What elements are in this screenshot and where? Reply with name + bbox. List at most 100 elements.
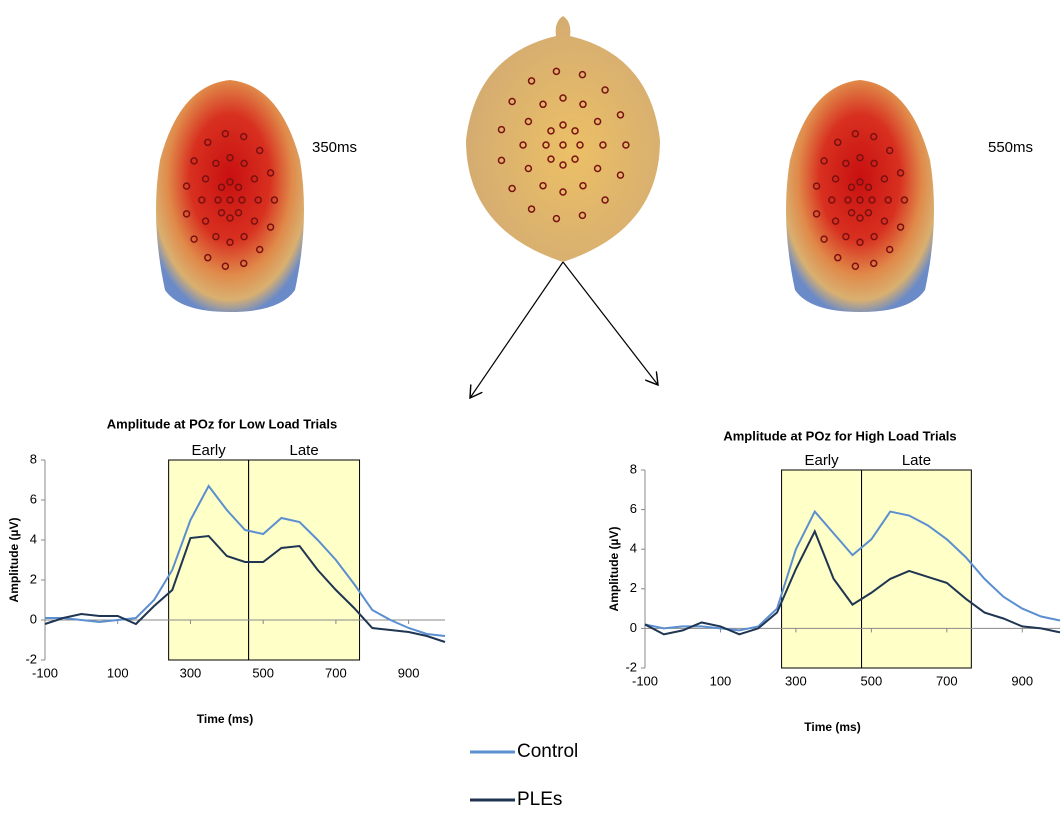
electrode bbox=[831, 175, 840, 183]
electrode bbox=[182, 210, 191, 218]
electrode bbox=[593, 117, 602, 126]
y-tick-label: 0 bbox=[630, 620, 637, 635]
electrode bbox=[820, 235, 828, 243]
electrode bbox=[212, 232, 220, 241]
electrode bbox=[856, 178, 864, 186]
electrode bbox=[250, 175, 259, 183]
electrode bbox=[217, 183, 226, 192]
electrode bbox=[870, 232, 878, 241]
electrode bbox=[214, 196, 222, 204]
electrode bbox=[869, 259, 878, 268]
electrode bbox=[869, 132, 878, 141]
electrode bbox=[820, 157, 828, 165]
electrode bbox=[559, 161, 567, 169]
electrode bbox=[266, 223, 275, 231]
electrode bbox=[254, 196, 262, 204]
arrow bbox=[562, 261, 658, 385]
electrode bbox=[552, 214, 561, 223]
x-tick-label: 700 bbox=[325, 665, 347, 680]
electrode bbox=[559, 121, 567, 129]
electrode bbox=[828, 196, 836, 204]
y-tick-label: 4 bbox=[30, 531, 37, 546]
electrode bbox=[864, 208, 873, 217]
electrode bbox=[578, 70, 587, 79]
x-tick-label: 100 bbox=[710, 673, 732, 688]
x-tick-label: 100 bbox=[107, 665, 129, 680]
electrode bbox=[870, 159, 878, 168]
x-tick-label: -100 bbox=[632, 673, 658, 688]
electrode bbox=[856, 238, 864, 247]
electrode bbox=[204, 253, 212, 262]
electrode bbox=[812, 210, 821, 218]
electrode bbox=[851, 130, 860, 138]
electrode bbox=[239, 132, 248, 141]
electrode bbox=[539, 181, 547, 190]
electrode bbox=[578, 211, 587, 220]
electrode bbox=[856, 153, 864, 162]
y-axis-title: Amplitude (µV) bbox=[607, 527, 621, 612]
region-label: Early bbox=[804, 452, 839, 469]
x-tick-label: 900 bbox=[398, 665, 420, 680]
electrode bbox=[842, 159, 850, 168]
electrode bbox=[524, 164, 533, 173]
electrode bbox=[226, 196, 234, 204]
electrode bbox=[856, 196, 864, 204]
y-axis-title: Amplitude (µV) bbox=[7, 518, 21, 603]
electrode bbox=[519, 141, 527, 149]
series-line bbox=[45, 484, 446, 637]
y-tick-label: -2 bbox=[25, 651, 37, 666]
electrode bbox=[226, 178, 234, 186]
electrode bbox=[851, 262, 860, 270]
electrode bbox=[524, 117, 533, 126]
region bbox=[861, 469, 972, 669]
y-tick-label: 2 bbox=[30, 571, 37, 586]
series-line bbox=[644, 509, 1061, 632]
topomap-label: 350ms bbox=[312, 139, 357, 156]
y-tick-label: 8 bbox=[30, 451, 37, 466]
electrode bbox=[255, 245, 264, 254]
legend-label: Control bbox=[517, 741, 578, 762]
chart-title: Amplitude at POz for Low Load Trials bbox=[107, 416, 337, 431]
electrode bbox=[896, 223, 905, 231]
legend-label: PLEs bbox=[517, 789, 562, 810]
electrode bbox=[885, 245, 894, 254]
electrode bbox=[559, 188, 567, 196]
electrode bbox=[240, 232, 248, 241]
electrode bbox=[842, 232, 850, 241]
y-tick-label: -2 bbox=[625, 659, 637, 674]
electrode bbox=[508, 97, 516, 106]
x-axis-title: Time (ms) bbox=[804, 720, 860, 734]
electrodes bbox=[182, 67, 909, 270]
electrode bbox=[234, 208, 243, 217]
electrode bbox=[571, 127, 579, 135]
region-label: Late bbox=[289, 442, 318, 459]
series-line bbox=[44, 534, 446, 643]
electrode bbox=[217, 208, 226, 217]
x-tick-label: 900 bbox=[1011, 673, 1033, 688]
region-label: Late bbox=[902, 452, 931, 469]
y-tick-label: 2 bbox=[630, 580, 637, 595]
region bbox=[781, 469, 863, 669]
electrode bbox=[834, 138, 842, 147]
electrode bbox=[255, 146, 264, 155]
electrode bbox=[579, 181, 587, 190]
right-head bbox=[786, 80, 934, 312]
electrode bbox=[847, 183, 856, 192]
electrode bbox=[201, 217, 210, 225]
x-axis-title: Time (ms) bbox=[197, 712, 253, 726]
y-tick-label: 6 bbox=[30, 491, 37, 506]
arrow bbox=[470, 261, 564, 398]
electrode bbox=[622, 141, 630, 149]
electrode bbox=[884, 196, 892, 204]
electrode bbox=[497, 156, 506, 165]
electrode bbox=[497, 125, 506, 134]
region-label: Early bbox=[192, 442, 227, 459]
x-tick-label: 300 bbox=[785, 673, 807, 688]
x-tick-label: 700 bbox=[936, 673, 958, 688]
electrode bbox=[226, 238, 234, 247]
electrode bbox=[856, 214, 864, 222]
electrode bbox=[190, 157, 198, 165]
y-tick-label: 4 bbox=[630, 541, 637, 556]
electrode bbox=[250, 217, 259, 225]
